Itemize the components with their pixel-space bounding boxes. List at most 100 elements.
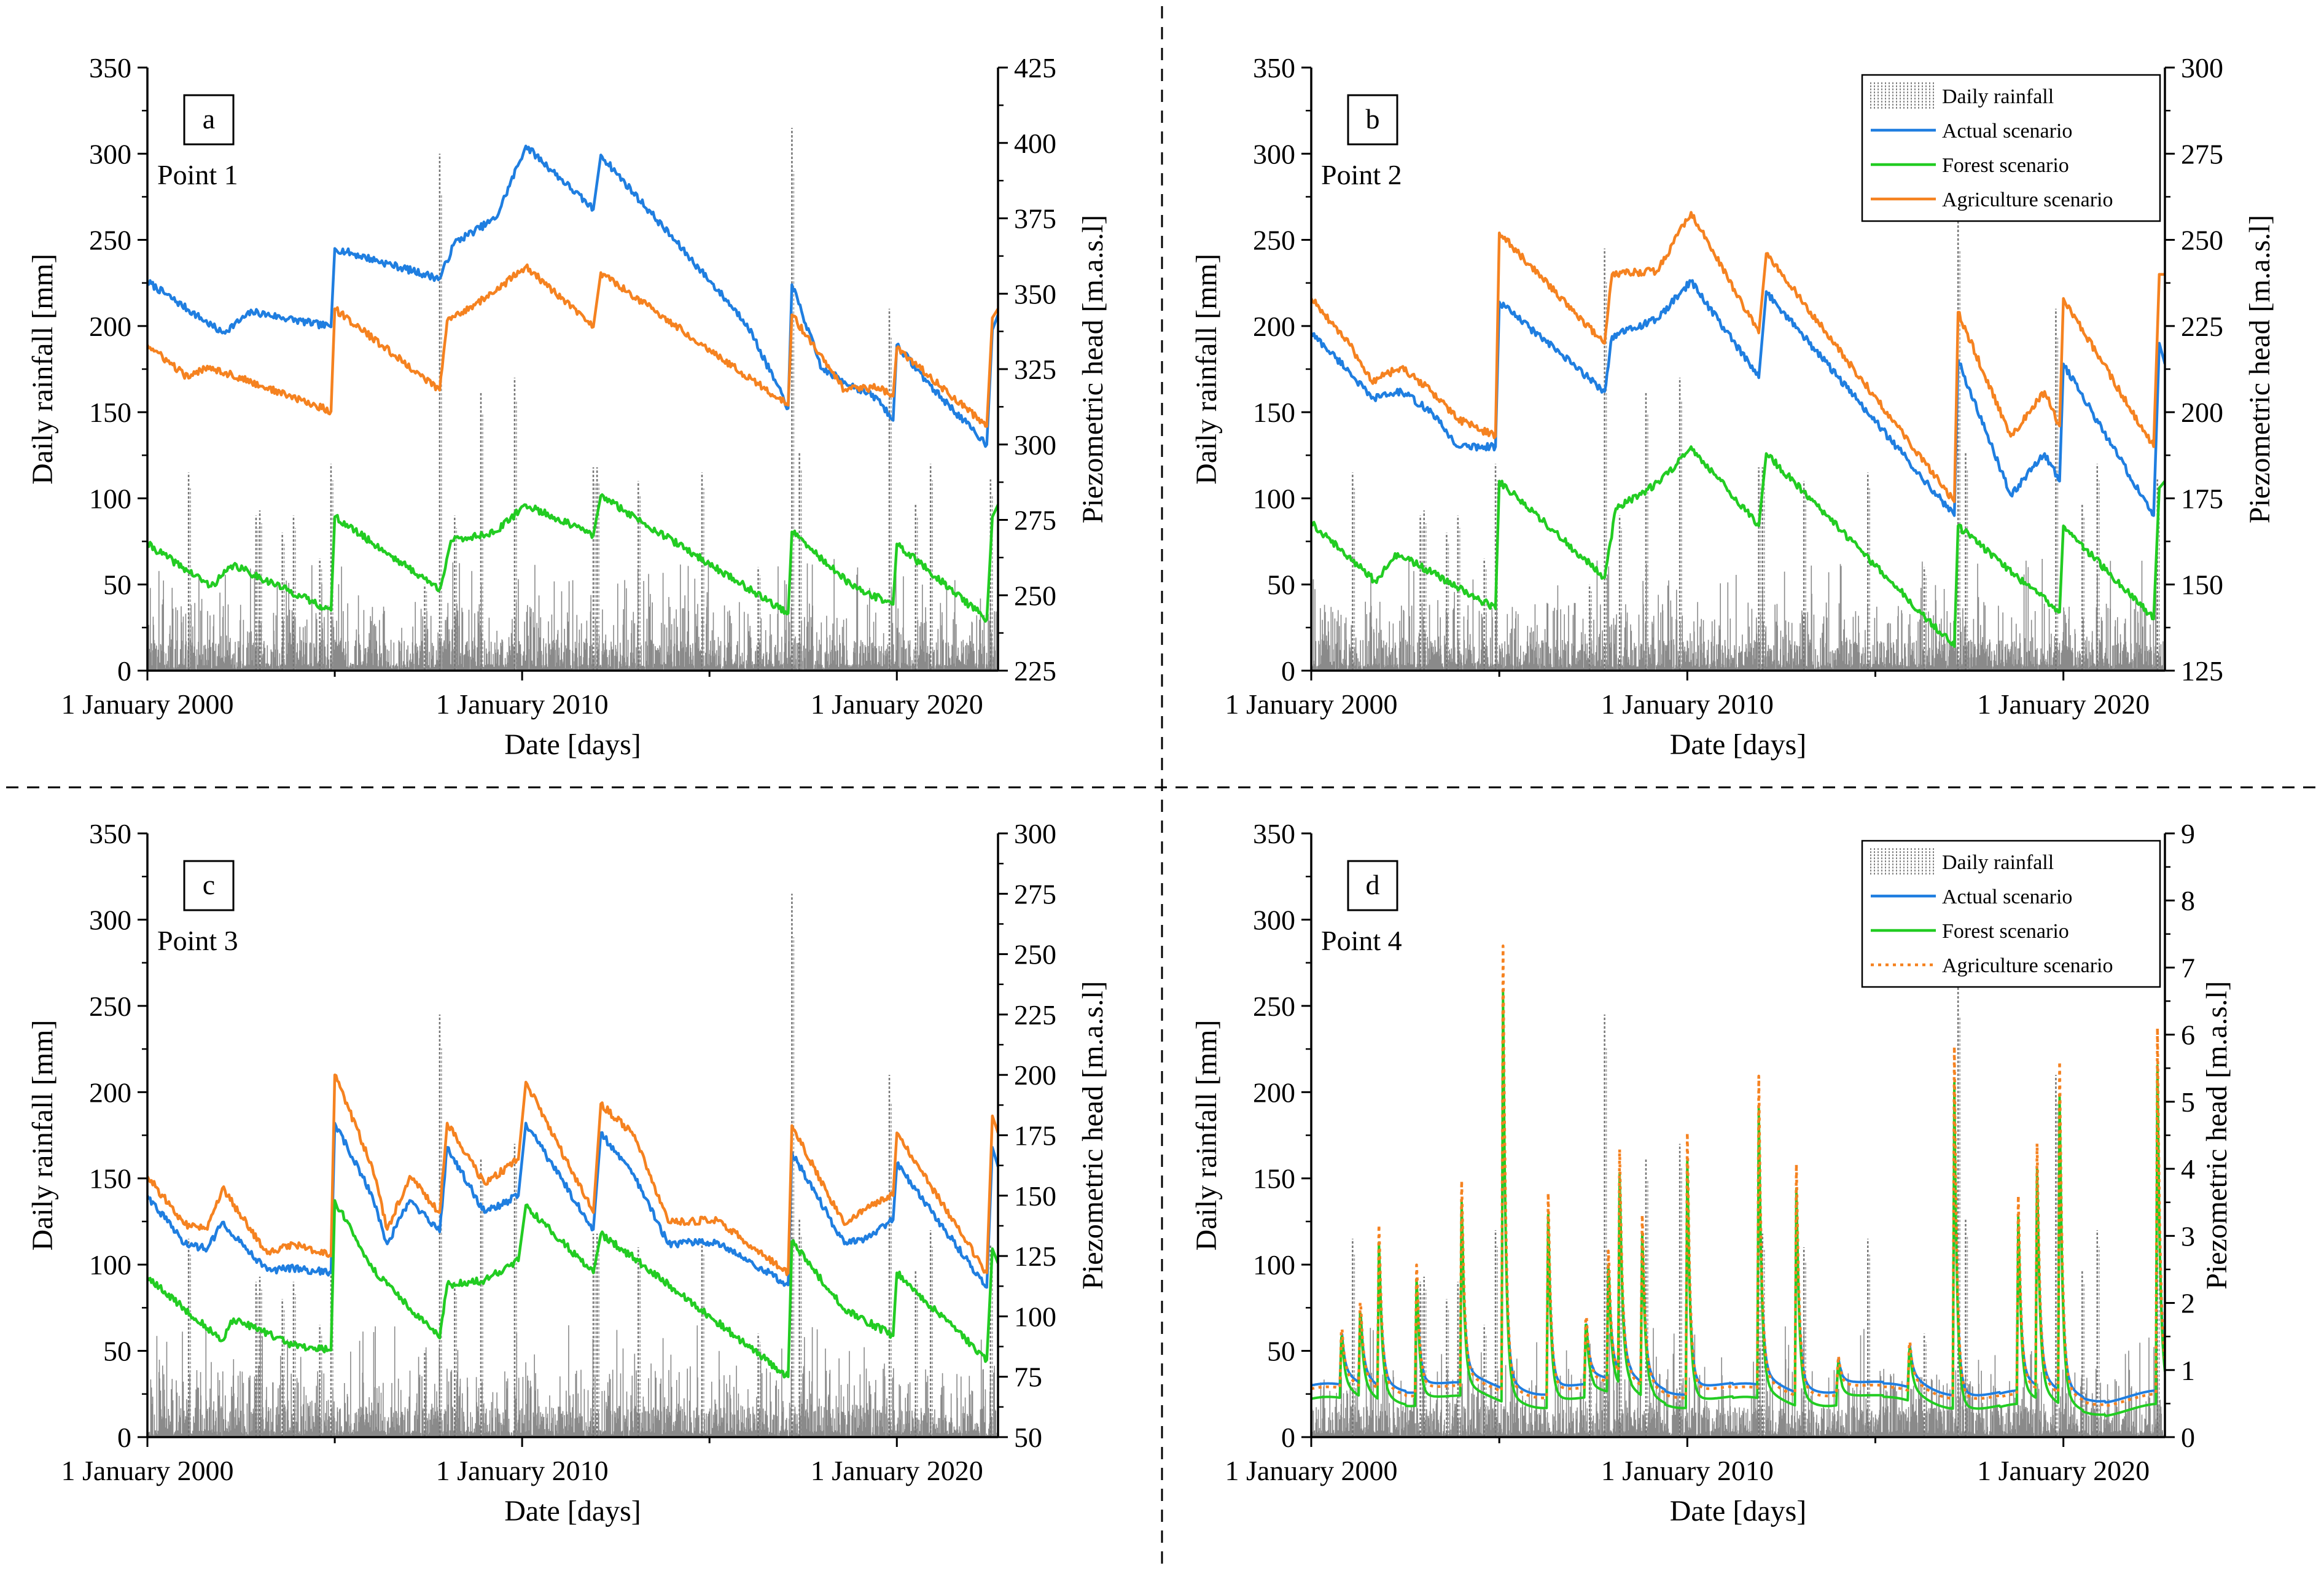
right-tick-label: 100 <box>1014 1301 1056 1332</box>
legend-entry: Daily rainfall <box>1942 851 2054 874</box>
left-tick-label: 300 <box>1253 904 1295 935</box>
right-tick-label: 400 <box>1014 128 1056 159</box>
legend: Daily rainfall Actual scenario Forest scen… <box>1861 74 2161 222</box>
right-tick-label: 300 <box>1014 429 1056 461</box>
panel-label: d <box>1366 869 1380 900</box>
left-tick-label: 200 <box>1253 1077 1295 1108</box>
right-tick-label: 8 <box>2181 885 2195 916</box>
plot-area <box>147 894 998 1437</box>
right-tick-label: 275 <box>2181 138 2223 170</box>
x-tick-label: 1 January 2010 <box>1601 1455 1774 1486</box>
right-tick-label: 200 <box>2181 397 2223 428</box>
series-line-forest-scenario <box>147 493 998 623</box>
series-line-agriculture-scenario <box>1311 944 2165 1408</box>
legend-entry: Actual scenario <box>1942 120 2072 142</box>
left-tick-label: 300 <box>1253 138 1295 170</box>
right-tick-label: 6 <box>2181 1019 2195 1051</box>
right-tick-label: 2 <box>2181 1288 2195 1319</box>
x-tick-label: 1 January 2000 <box>61 688 233 720</box>
point-label: Point 3 <box>157 925 238 956</box>
right-tick-label: 425 <box>1014 52 1056 84</box>
series-line-forest-scenario <box>147 1199 998 1379</box>
right-tick-label: 250 <box>2181 225 2223 256</box>
right-tick-label: 375 <box>1014 203 1056 235</box>
left-tick-label: 100 <box>1253 483 1295 514</box>
legend-entry: Forest scenario <box>1942 920 2069 943</box>
left-tick-label: 0 <box>117 1422 131 1453</box>
left-tick-label: 150 <box>89 397 131 428</box>
x-tick-label: 1 January 2010 <box>1601 688 1774 720</box>
left-tick-label: 250 <box>1253 991 1295 1022</box>
series-line-agriculture-scenario <box>1311 211 2165 504</box>
y2-axis-title: Piezometric head [m.a.s.l] <box>1077 215 1109 523</box>
right-tick-label: 350 <box>1014 278 1056 310</box>
panel-label-box <box>183 94 235 146</box>
right-tick-label: 275 <box>1014 505 1056 536</box>
plot-area <box>1311 211 2165 671</box>
left-tick-label: 150 <box>89 1163 131 1195</box>
panel-label-box <box>1347 94 1398 146</box>
right-tick-label: 0 <box>2181 1422 2195 1453</box>
x-axis-title: Date [days] <box>1670 1495 1807 1527</box>
left-tick-label: 300 <box>89 138 131 170</box>
left-tick-label: 350 <box>89 52 131 84</box>
right-tick-label: 250 <box>1014 580 1056 611</box>
left-tick-label: 100 <box>89 483 131 514</box>
x-tick-label: 1 January 2000 <box>1225 688 1397 720</box>
left-tick-label: 100 <box>89 1249 131 1281</box>
point-label: Point 4 <box>1321 925 1402 956</box>
x-tick-label: 1 January 2000 <box>1225 1455 1397 1486</box>
left-tick-label: 200 <box>1253 311 1295 342</box>
right-tick-label: 275 <box>1014 878 1056 910</box>
x-axis-title: Date [days] <box>504 1495 641 1527</box>
left-tick-label: 350 <box>1253 818 1295 849</box>
legend-entry: Forest scenario <box>1942 154 2069 177</box>
x-tick-label: 1 January 2020 <box>811 1455 983 1486</box>
panel-a: 0 50 100 150 200 250 300 350 225 250 275 300 325 350 3… <box>26 52 1109 761</box>
left-tick-label: 200 <box>89 311 131 342</box>
panel-label: a <box>203 103 215 134</box>
x-tick-label: 1 January 2010 <box>436 1455 609 1486</box>
left-tick-label: 350 <box>89 818 131 849</box>
panel-b: 0 50 100 150 200 250 300 350 125 150 175 200 225 250 2… <box>1190 52 2276 761</box>
right-tick-label: 3 <box>2181 1220 2195 1252</box>
right-tick-label: 150 <box>2181 569 2223 601</box>
legend-entry: Agriculture scenario <box>1942 954 2113 977</box>
x-tick-label: 1 January 2010 <box>436 688 609 720</box>
right-tick-label: 300 <box>2181 52 2223 84</box>
right-tick-label: 50 <box>1014 1422 1042 1453</box>
right-tick-label: 5 <box>2181 1086 2195 1118</box>
y-axis-title: Daily rainfall [mm] <box>26 254 59 485</box>
right-tick-label: 1 <box>2181 1355 2195 1386</box>
panel-label-box <box>183 860 235 911</box>
y-axis-title: Daily rainfall [mm] <box>1190 254 1223 485</box>
right-tick-label: 300 <box>1014 818 1056 849</box>
right-tick-label: 325 <box>1014 354 1056 385</box>
left-tick-label: 250 <box>89 225 131 256</box>
y2-axis-title: Piezometric head [m.a.s.l] <box>2244 215 2276 523</box>
right-tick-label: 175 <box>2181 483 2223 514</box>
right-tick-label: 150 <box>1014 1180 1056 1212</box>
left-tick-label: 50 <box>103 1336 131 1367</box>
left-tick-label: 50 <box>103 569 131 601</box>
x-tick-label: 1 January 2020 <box>1977 688 2150 720</box>
left-tick-label: 150 <box>1253 1163 1295 1195</box>
series-line-forest-scenario <box>1311 445 2165 648</box>
right-tick-label: 225 <box>2181 311 2223 342</box>
right-tick-label: 75 <box>1014 1362 1042 1393</box>
point-label: Point 2 <box>1321 159 1402 190</box>
right-tick-label: 7 <box>2181 952 2195 983</box>
left-tick-label: 350 <box>1253 52 1295 84</box>
left-tick-label: 0 <box>1281 655 1295 687</box>
x-tick-label: 1 January 2020 <box>811 688 983 720</box>
panel-label: c <box>203 869 215 900</box>
y-axis-title: Daily rainfall [mm] <box>1190 1020 1223 1251</box>
left-tick-label: 300 <box>89 904 131 935</box>
right-tick-label: 225 <box>1014 999 1056 1031</box>
left-tick-label: 0 <box>1281 1422 1295 1453</box>
legend-entry: Agriculture scenario <box>1942 189 2113 211</box>
series-line-agriculture-scenario <box>147 1073 998 1276</box>
y-axis-title: Daily rainfall [mm] <box>26 1020 59 1251</box>
panel-label-box <box>1347 860 1398 911</box>
y2-axis-title: Piezometric head [m.a.s.l] <box>2201 981 2233 1289</box>
